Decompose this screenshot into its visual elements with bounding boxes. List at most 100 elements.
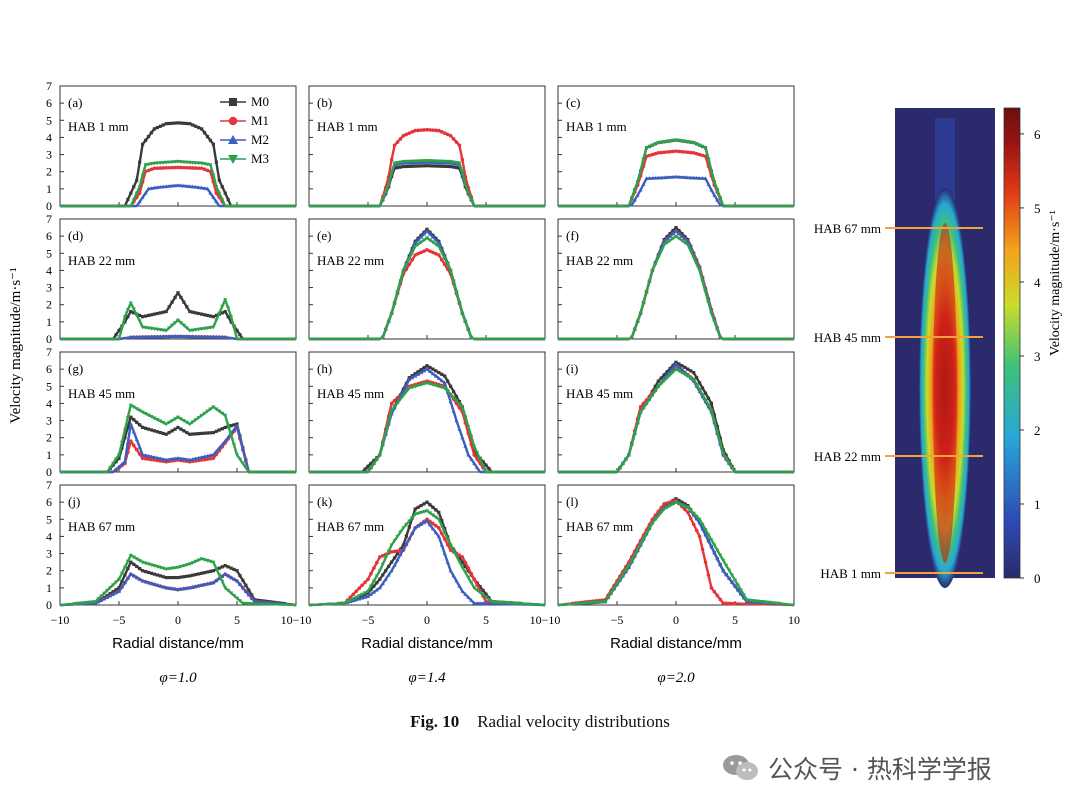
point-M3 xyxy=(383,556,388,561)
point-M3 xyxy=(679,503,684,507)
panel-hab-label: HAB 1 mm xyxy=(68,119,129,134)
legend-label: M1 xyxy=(251,113,269,128)
point-M3 xyxy=(170,160,175,165)
point-M2 xyxy=(676,231,681,236)
point-M3 xyxy=(753,599,758,604)
point-M0 xyxy=(173,295,177,300)
point-M2 xyxy=(416,237,421,242)
point-M1 xyxy=(683,150,687,154)
point-M3 xyxy=(662,507,667,512)
point-M3 xyxy=(629,558,634,563)
point-M2 xyxy=(454,578,459,583)
point-M2 xyxy=(170,586,175,591)
point-M1 xyxy=(395,140,400,144)
point-M2 xyxy=(255,599,260,604)
point-M0 xyxy=(372,584,376,588)
point-M3 xyxy=(398,279,403,284)
point-M3 xyxy=(243,466,248,470)
point-M3 xyxy=(457,560,462,564)
point-M1 xyxy=(401,133,406,138)
point-M2 xyxy=(706,182,711,186)
point-M3 xyxy=(371,579,376,584)
point-M1 xyxy=(662,150,666,155)
point-M3 xyxy=(454,290,459,295)
point-M1 xyxy=(413,253,418,257)
point-M1 xyxy=(715,593,720,598)
point-M0 xyxy=(449,164,453,169)
point-M2 xyxy=(697,176,702,180)
point-M2 xyxy=(419,370,424,375)
point-M0 xyxy=(155,311,159,316)
point-M3 xyxy=(703,290,708,295)
point-M1 xyxy=(694,151,699,156)
point-M1 xyxy=(439,130,444,134)
point-M3 xyxy=(187,160,192,165)
point-M2 xyxy=(419,234,424,239)
point-M3 xyxy=(380,442,385,446)
point-M2 xyxy=(427,231,432,236)
point-M1 xyxy=(149,457,154,462)
point-M3 xyxy=(137,408,142,413)
point-M2 xyxy=(167,184,172,188)
point-M3 xyxy=(741,593,746,598)
point-M1 xyxy=(697,534,702,539)
point-M3 xyxy=(463,415,468,419)
point-M3 xyxy=(371,461,376,466)
point-M0 xyxy=(220,565,224,569)
point-M2 xyxy=(425,366,429,371)
point-M0 xyxy=(126,566,130,571)
point-M3 xyxy=(184,160,189,165)
point-M2 xyxy=(650,176,655,180)
point-M3 xyxy=(208,163,213,167)
point-M3 xyxy=(706,301,711,305)
point-M3 xyxy=(706,157,711,162)
point-M3 xyxy=(685,505,690,510)
point-M3 xyxy=(161,161,166,165)
y-tick-label: 0 xyxy=(46,465,52,479)
point-M0 xyxy=(129,309,133,314)
point-M2 xyxy=(193,184,198,189)
point-M2 xyxy=(688,175,693,180)
x-tick-label: 5 xyxy=(483,613,489,627)
point-M0 xyxy=(481,460,485,464)
point-M3 xyxy=(176,565,180,570)
point-M0 xyxy=(197,432,201,436)
point-M3 xyxy=(489,600,494,604)
point-M2 xyxy=(173,334,178,338)
point-M3 xyxy=(656,141,661,145)
point-M3 xyxy=(211,325,216,330)
point-M3 xyxy=(724,456,729,461)
point-M1 xyxy=(407,131,412,135)
point-M1 xyxy=(348,595,353,600)
point-M2 xyxy=(430,234,435,239)
point-M3 xyxy=(214,567,219,571)
point-M3 xyxy=(671,502,676,507)
point-M0 xyxy=(674,225,678,230)
point-M3 xyxy=(137,558,142,563)
point-M0 xyxy=(416,164,420,168)
point-M3 xyxy=(140,410,145,415)
point-M1 xyxy=(410,257,415,262)
point-M3 xyxy=(460,171,465,175)
point-M2 xyxy=(149,186,154,190)
point-M0 xyxy=(217,566,221,570)
point-M3 xyxy=(712,419,717,424)
point-M2 xyxy=(416,372,421,376)
point-M3 xyxy=(176,318,180,323)
point-M3 xyxy=(164,160,169,165)
point-M2 xyxy=(398,552,403,557)
point-M3 xyxy=(214,407,219,412)
colorbar-tick-label: 6 xyxy=(1034,127,1041,142)
point-M3 xyxy=(217,573,222,578)
panel-frame xyxy=(59,351,297,473)
point-M3 xyxy=(140,173,145,178)
point-M3 xyxy=(665,376,670,380)
point-M3 xyxy=(703,146,708,150)
point-M2 xyxy=(137,199,142,204)
point-M0 xyxy=(460,560,464,564)
point-M3 xyxy=(190,161,195,165)
point-M3 xyxy=(404,159,409,164)
point-M3 xyxy=(193,559,198,564)
point-M2 xyxy=(709,544,714,549)
y-tick-label: 4 xyxy=(46,130,52,144)
